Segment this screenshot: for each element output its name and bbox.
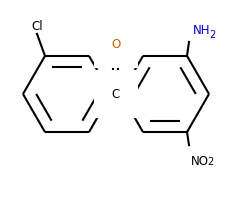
- Text: NH: NH: [193, 24, 210, 37]
- Text: 2: 2: [207, 156, 213, 166]
- Text: NO: NO: [191, 154, 209, 167]
- Text: Cl: Cl: [31, 20, 43, 33]
- Text: O: O: [111, 38, 121, 51]
- Text: C: C: [112, 88, 120, 101]
- Text: 2: 2: [209, 30, 215, 40]
